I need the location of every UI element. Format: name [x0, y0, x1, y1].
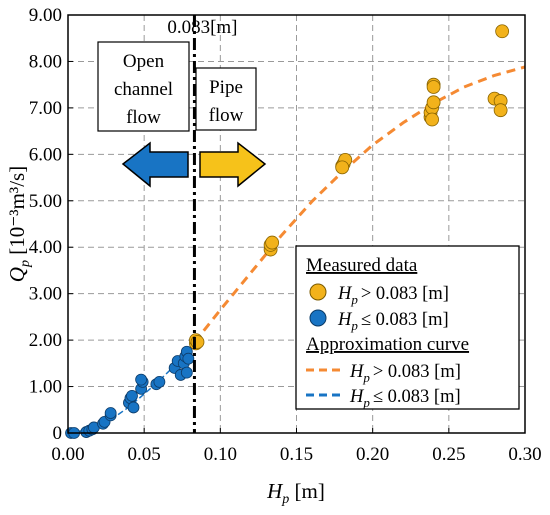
y-tick-label: 2.00	[29, 330, 62, 351]
point-le	[127, 401, 140, 414]
legend-item-measured-le: Hp ≤ 0.083 [m]	[337, 310, 449, 333]
y-axis-title: Qp [10⁻³m³/s]	[5, 166, 33, 282]
y-tick-label: 0	[53, 423, 63, 444]
pipe-flow-text-1: Pipe	[209, 77, 243, 98]
legend-item-measured-gt: Hp > 0.083 [m]	[337, 284, 449, 307]
open-channel-text-2: channel	[114, 79, 173, 100]
x-tick-label: 0.00	[51, 444, 84, 465]
point-gt	[426, 95, 441, 110]
x-tick-label: 0.20	[356, 444, 389, 465]
legend-approx-title: Approximation curve	[306, 334, 469, 355]
y-tick-label: 3.00	[29, 284, 62, 305]
legend-blue-marker	[309, 309, 327, 327]
approx-curve-gt	[193, 65, 525, 344]
pipe-flow-arrow-icon	[199, 141, 267, 188]
y-tick-label: 9.00	[29, 5, 62, 26]
open-channel-text-1: Open	[123, 51, 165, 72]
point-gt	[495, 24, 510, 39]
point-gt	[425, 112, 439, 127]
pipe-flow-box	[195, 67, 257, 131]
x-tick-label: 0.10	[204, 444, 237, 465]
point-gt	[493, 103, 508, 118]
legend: Measured data Hp > 0.083 [m] Hp ≤ 0.083 [m…	[295, 245, 520, 410]
point-gt	[335, 160, 350, 175]
y-axis-ticks: 0 1.00 2.00 3.00 4.00 5.00 6.00 7.00 8.00 9.00	[29, 5, 73, 444]
y-tick-label: 1.00	[29, 377, 62, 398]
point-gt	[265, 235, 280, 250]
point-le	[135, 373, 148, 386]
point-le	[153, 376, 166, 388]
legend-box	[295, 245, 520, 410]
y-tick-label: 4.00	[29, 237, 62, 258]
x-axis-ticks: 0.00 0.05 0.10 0.15 0.20 0.25 0.30	[51, 428, 542, 465]
point-gt	[190, 335, 205, 349]
y-tick-label: 6.00	[29, 144, 62, 165]
legend-item-approx-gt: Hp > 0.083 [m]	[349, 362, 461, 385]
legend-orange-marker	[309, 283, 327, 301]
point-le	[182, 352, 195, 365]
point-le	[126, 389, 138, 402]
open-channel-box	[97, 41, 190, 132]
open-channel-arrow-icon	[121, 141, 189, 188]
y-tick-label: 5.00	[29, 191, 62, 212]
x-tick-label: 0.30	[508, 444, 541, 465]
threshold-label: 0.083[m]	[167, 17, 237, 38]
point-gt	[426, 80, 441, 94]
x-tick-label: 0.05	[128, 444, 161, 465]
point-le	[180, 366, 193, 379]
x-tick-label: 0.25	[432, 444, 465, 465]
legend-measured-title: Measured data	[306, 255, 418, 276]
pipe-flow-text-2: flow	[209, 105, 244, 126]
point-le	[104, 407, 117, 419]
legend-item-approx-le: Hp ≤ 0.083 [m]	[349, 387, 461, 410]
x-axis-title: Hp [m]	[266, 479, 325, 507]
y-tick-label: 7.00	[29, 98, 62, 119]
y-tick-label: 8.00	[29, 51, 62, 72]
open-channel-text-3: flow	[126, 107, 161, 128]
measured-points	[65, 24, 510, 439]
x-tick-label: 0.15	[280, 444, 313, 465]
